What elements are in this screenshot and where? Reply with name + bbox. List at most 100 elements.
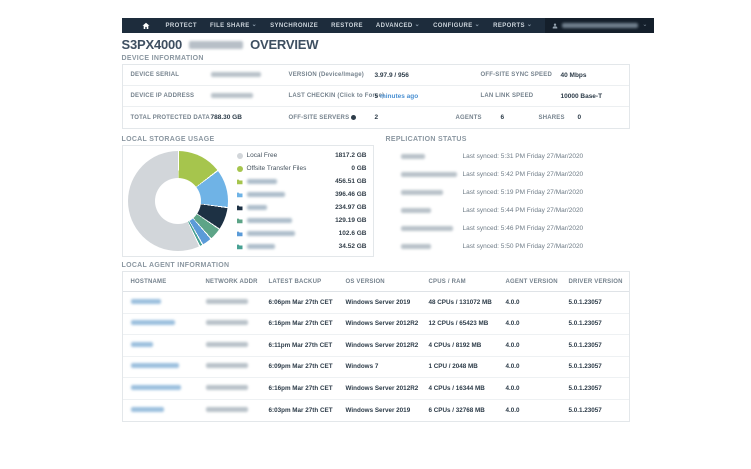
replication-last-synced: Last synced: 5:44 PM Friday 27/Mar/2020 — [462, 206, 584, 214]
nav-item-label: CONFIGURE — [433, 22, 473, 29]
legend-swatch-icon — [236, 152, 243, 159]
cpus-ram-cell: 48 CPUs / 131072 MB — [428, 298, 492, 306]
hostname-link-redacted[interactable] — [130, 341, 153, 347]
replication-last-synced: Last synced: 5:46 PM Friday 27/Mar/2020 — [462, 224, 584, 232]
lan-link-speed-value: 10000 Base-T — [560, 92, 603, 100]
agent-row: 6:16pm Mar 27th CET Windows Server 2012R… — [122, 378, 629, 400]
agent-version-cell: 4.0.0 — [505, 406, 520, 414]
nav-menu: PROTECT ⌄ FILE SHARE ⌄ SYNCHRONIZE ⌄ RES… — [166, 18, 546, 33]
os-version-cell: Windows Server 2019 — [345, 406, 411, 414]
device-info-row: DEVICE SERIAL VERSION (Device/Image) 3.9… — [122, 65, 629, 86]
replication-last-synced: Last synced: 5:42 PM Friday 27/Mar/2020 — [462, 170, 584, 178]
chevron-down-icon: ⌄ — [414, 21, 421, 28]
agent-version-cell: 4.0.0 — [505, 384, 520, 392]
legend-swatch-icon — [236, 179, 243, 185]
page-title-suffix: OVERVIEW — [250, 37, 319, 52]
agent-version-cell: 4.0.0 — [505, 320, 520, 328]
chevron-down-icon: ⌄ — [474, 21, 481, 28]
storage-heading: LOCAL STORAGE USAGE — [121, 136, 215, 143]
legend-item: Local Free 1817.2 GB — [236, 149, 367, 162]
shares-label: SHARES — [538, 114, 565, 121]
latest-backup-cell: 6:16pm Mar 27th CET — [268, 384, 333, 392]
latest-backup-cell: 6:09pm Mar 27th CET — [268, 363, 333, 371]
agents-table: HOSTNAME NETWORK ADDR LATEST BACKUP OS VERS… — [121, 271, 630, 422]
agents-table-header: HOSTNAME NETWORK ADDR LATEST BACKUP OS VERS… — [122, 272, 629, 292]
os-version-cell: Windows Server 2012R2 — [345, 384, 419, 392]
replication-list: Last synced: 5:31 PM Friday 27/Mar/2020 … — [386, 147, 630, 255]
agents-value: 6 — [500, 114, 505, 121]
legend-value: 129.19 GB — [335, 217, 367, 224]
offsite-servers-label: OFF-SITE SERVERS — [289, 114, 375, 121]
storage-legend: Local Free 1817.2 GB Offsite Transfer Fi… — [236, 149, 367, 253]
device-name-redacted — [189, 40, 244, 49]
legend-value: 396.46 GB — [335, 191, 367, 198]
column-header: CPUS / RAM — [428, 278, 466, 285]
legend-value: 456.51 GB — [335, 178, 367, 185]
info-icon[interactable] — [351, 114, 357, 120]
agent-version-cell: 4.0.0 — [505, 363, 520, 371]
legend-swatch-icon — [236, 218, 243, 224]
nav-item[interactable]: FILE SHARE ⌄ — [210, 22, 257, 29]
hostname-link-redacted[interactable] — [130, 406, 164, 412]
device-ip-label: DEVICE IP ADDRESS — [130, 93, 195, 99]
column-header: AGENT VERSION — [505, 278, 558, 285]
lan-link-speed-label: LAN LINK SPEED — [480, 93, 534, 99]
nav-item[interactable]: SYNCHRONIZE ⌄ — [270, 23, 318, 29]
last-checkin-value[interactable]: 5 minutes ago — [374, 92, 419, 100]
agent-row: 6:16pm Mar 27th CET Windows Server 2012R… — [122, 314, 629, 335]
user-name-redacted — [562, 23, 639, 28]
hostname-link-redacted[interactable] — [130, 298, 161, 304]
column-header: LATEST BACKUP — [268, 278, 322, 285]
network-addr-redacted — [205, 298, 248, 304]
legend-label-redacted — [246, 231, 295, 236]
app-window: PROTECT ⌄ FILE SHARE ⌄ SYNCHRONIZE ⌄ RES… — [121, 18, 655, 422]
column-header: DRIVER VERSION — [568, 278, 623, 285]
user-account-menu[interactable]: ⌄ — [545, 18, 655, 33]
nav-item-label: ADVANCED — [375, 22, 413, 29]
column-header: OS VERSION — [345, 278, 385, 285]
hostname-link-redacted[interactable] — [130, 384, 181, 390]
hostname-link-redacted[interactable] — [130, 320, 175, 326]
network-addr-redacted — [205, 320, 248, 326]
replication-target-redacted — [400, 207, 431, 213]
device-info-heading: DEVICE INFORMATION — [121, 55, 204, 62]
page-title: S3PX4000 OVERVIEW — [122, 37, 630, 52]
home-icon[interactable] — [142, 22, 150, 30]
total-protected-value: 788.30 GB — [210, 114, 242, 121]
legend-label-redacted — [246, 244, 275, 249]
os-version-cell: Windows Server 2012R2 — [345, 320, 419, 328]
replication-target-redacted — [400, 243, 431, 249]
device-serial-label: DEVICE SERIAL — [130, 72, 180, 78]
legend-value: 1817.2 GB — [335, 152, 367, 159]
agents-label: AGENTS — [455, 114, 482, 121]
driver-version-cell: 5.0.1.23057 — [568, 341, 602, 349]
legend-label-redacted — [246, 192, 285, 197]
legend-value: 102.6 GB — [338, 230, 367, 237]
replication-target-redacted — [400, 153, 425, 159]
legend-label: Offsite Transfer Files — [246, 165, 307, 172]
legend-item: 34.52 GB — [236, 240, 367, 253]
replication-row: Last synced: 5:50 PM Friday 27/Mar/2020 — [386, 237, 630, 255]
hostname-link-redacted[interactable] — [130, 363, 179, 369]
chevron-down-icon: ⌄ — [526, 21, 533, 28]
driver-version-cell: 5.0.1.23057 — [568, 298, 602, 306]
replication-heading: REPLICATION STATUS — [385, 136, 467, 143]
storage-card: Local Free 1817.2 GB Offsite Transfer Fi… — [121, 145, 374, 257]
legend-value: 234.97 GB — [335, 204, 367, 211]
nav-item[interactable]: RESTORE ⌄ — [331, 23, 363, 29]
device-info-row: DEVICE IP ADDRESS LAST CHECKIN (Click to… — [122, 86, 629, 107]
device-serial-redacted — [210, 71, 261, 77]
latest-backup-cell: 6:11pm Mar 27th CET — [268, 341, 333, 349]
nav-item[interactable]: CONFIGURE ⌄ — [433, 21, 481, 29]
driver-version-cell: 5.0.1.23057 — [568, 384, 602, 392]
cpus-ram-cell: 12 CPUs / 65423 MB — [428, 320, 489, 328]
device-ip-redacted — [210, 92, 253, 98]
last-checkin-link[interactable]: minutes ago — [379, 92, 419, 100]
column-header: HOSTNAME — [130, 278, 167, 285]
nav-item[interactable]: ADVANCED ⌄ — [375, 21, 421, 29]
nav-item[interactable]: REPORTS ⌄ — [493, 21, 533, 29]
nav-item[interactable]: PROTECT ⌄ — [166, 23, 197, 29]
legend-value: 34.52 GB — [338, 243, 367, 250]
network-addr-redacted — [205, 384, 248, 390]
storage-donut — [127, 151, 228, 251]
